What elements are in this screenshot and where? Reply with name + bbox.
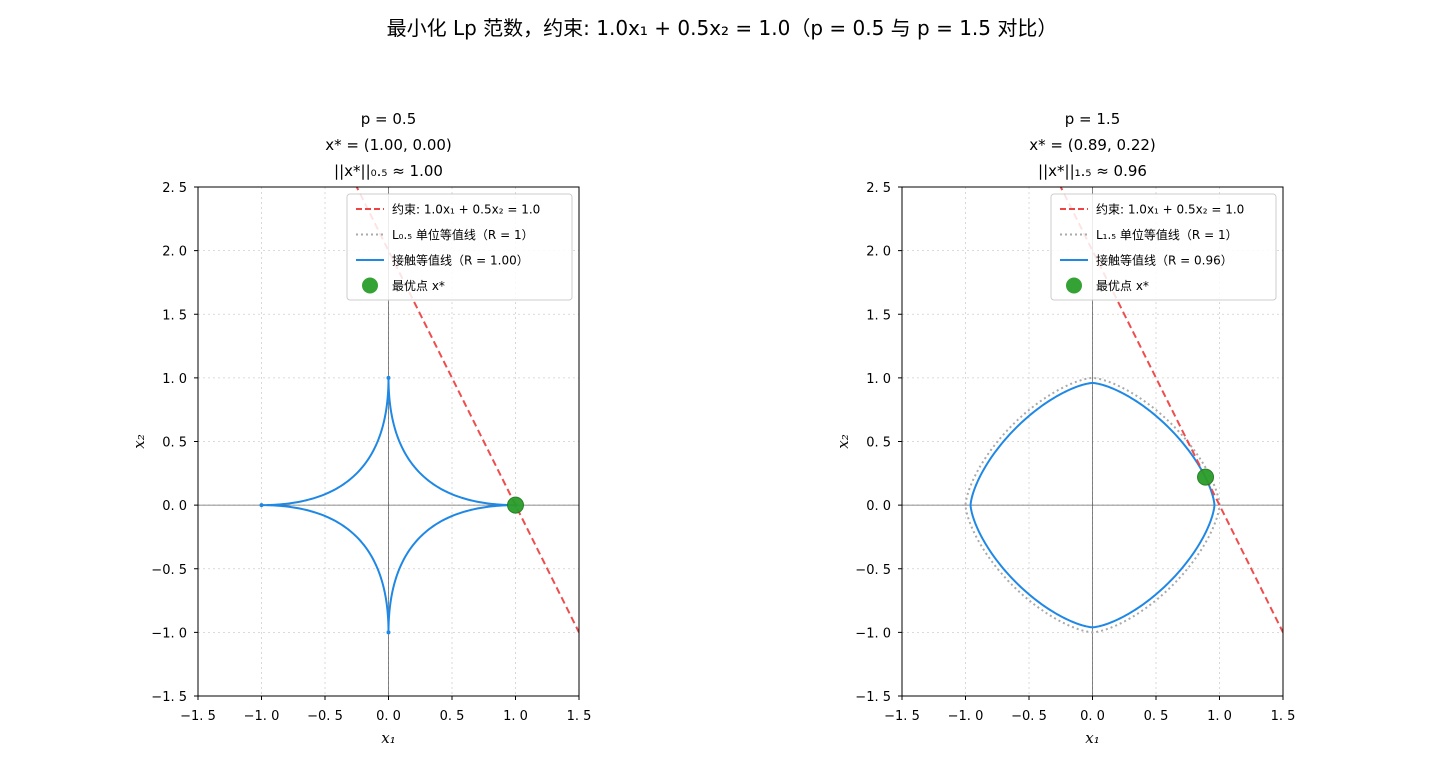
y-tick-label: −0. 5 [151,563,187,578]
plot-area [259,187,579,635]
panel-title-line: x* = (1.00, 0.00) [325,136,452,154]
x-tick-label: 1. 5 [1271,709,1296,724]
x-tick-label: 1. 0 [503,709,528,724]
x-axis-label: x₁ [381,729,395,747]
plot-area [964,187,1283,634]
y-tick-label: 1. 5 [866,308,891,323]
x-tick-label: 1. 5 [567,709,592,724]
legend-label: 最优点 x* [392,279,445,293]
panel-title-line: ||x*||₀.₅ ≈ 1.00 [334,162,443,180]
x-tick-label: −1. 0 [244,709,280,724]
touch-contour [969,381,1216,629]
x-tick-label: −1. 5 [884,709,920,724]
y-tick-label: 1. 0 [162,372,187,387]
panel-2: p = 1.5 x* = (0.89, 0.22) ||x*||₁.₅ ≈ 0.96… [834,110,1296,747]
y-tick-label: 0. 0 [162,499,187,514]
panel-title-line: ||x*||₁.₅ ≈ 0.96 [1038,162,1147,180]
y-tick-label: 0. 0 [866,499,891,514]
panel-title-line: p = 0.5 [361,110,416,128]
contour-vertex [386,375,391,380]
legend-label: 最优点 x* [1096,279,1149,293]
y-tick-label: 1. 0 [866,372,891,387]
legend-label: 接触等值线（R = 0.96） [1096,253,1233,268]
y-tick-label: 2. 5 [162,181,187,196]
optimum-point [1197,468,1215,486]
legend-handle-optimum [362,277,378,294]
x-tick-label: −1. 0 [948,709,984,724]
panel-title-line: x* = (0.89, 0.22) [1029,136,1156,154]
contour-vertex [259,503,264,508]
contour-vertex [386,630,391,635]
panel-1: p = 0.5 x* = (1.00, 0.00) ||x*||₀.₅ ≈ 1.00… [130,110,592,747]
panels: p = 0.5 x* = (1.00, 0.00) ||x*||₀.₅ ≈ 1.00… [130,110,1296,747]
legend-box [1050,193,1277,301]
x-tick-label: 0. 0 [1080,709,1105,724]
legend-label: 接触等值线（R = 1.00） [392,253,529,268]
y-tick-label: 1. 5 [162,308,187,323]
x-tick-label: 0. 0 [376,709,401,724]
figure-suptitle: 最小化 Lp 范数，约束: 1.0x₁ + 0.5x₂ = 1.0（p = 0.… [387,16,1058,40]
y-tick-label: −0. 5 [855,563,891,578]
y-tick-label: 2. 0 [162,245,187,260]
panel-title-line: p = 1.5 [1065,110,1120,128]
y-tick-label: 0. 5 [162,436,187,451]
x-axis-label: x₁ [1085,729,1099,747]
legend-label: L₁.₅ 单位等值线（R = 1） [1096,227,1238,242]
y-tick-label: −1. 0 [855,626,891,641]
y-axis-label: x₂ [834,434,852,448]
legend-label: 约束: 1.0x₁ + 0.5x₂ = 1.0 [1096,202,1244,217]
legend-label: L₀.₅ 单位等值线（R = 1） [392,227,534,242]
y-axis-label: x₂ [130,434,148,448]
x-tick-label: 0. 5 [1144,709,1169,724]
legend-handle-optimum [1066,277,1082,294]
x-tick-label: 0. 5 [440,709,465,724]
y-tick-label: −1. 5 [151,690,187,705]
x-tick-label: −0. 5 [307,709,343,724]
y-tick-label: 0. 5 [866,436,891,451]
y-tick-label: −1. 0 [151,626,187,641]
y-tick-label: 2. 5 [866,181,891,196]
y-tick-label: −1. 5 [855,690,891,705]
legend-box [346,193,573,301]
y-tick-label: 2. 0 [866,245,891,260]
unit-contour [964,376,1221,634]
x-tick-label: −1. 5 [180,709,216,724]
legend: 约束: 1.0x₁ + 0.5x₂ = 1.0 L₀.₅ 单位等值线（R = 1）… [346,193,573,301]
x-tick-label: −0. 5 [1011,709,1047,724]
x-tick-label: 1. 0 [1207,709,1232,724]
legend: 约束: 1.0x₁ + 0.5x₂ = 1.0 L₁.₅ 单位等值线（R = 1）… [1050,193,1277,301]
legend-label: 约束: 1.0x₁ + 0.5x₂ = 1.0 [392,202,540,217]
optimum-point [507,496,524,514]
